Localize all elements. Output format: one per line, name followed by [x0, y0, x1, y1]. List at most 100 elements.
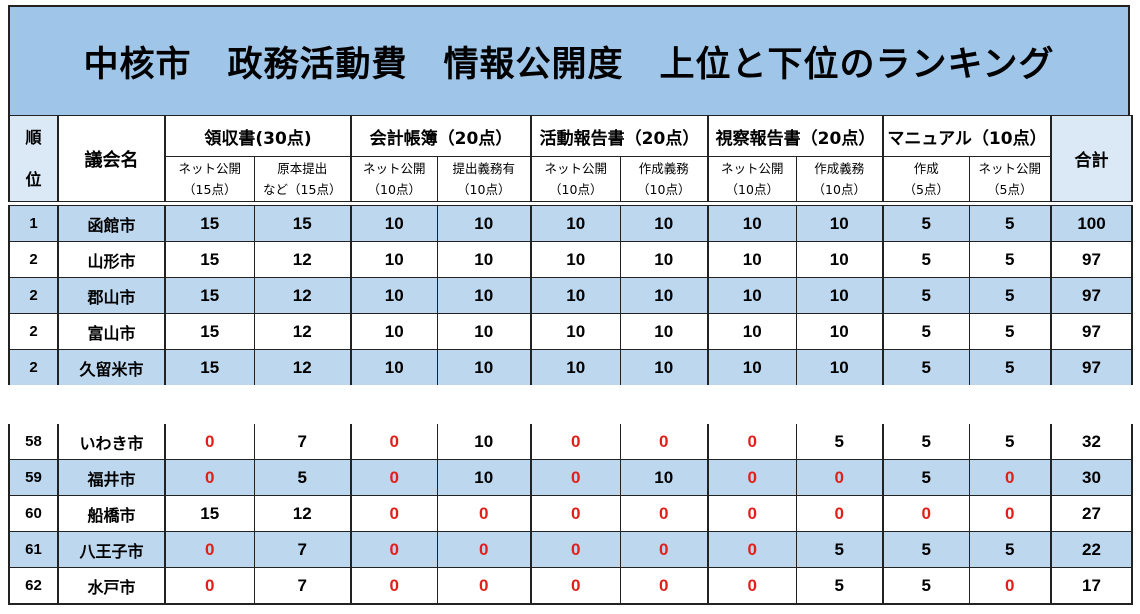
score-cell: 0 [882, 495, 970, 532]
score-cell: 5 [882, 277, 970, 314]
table-row: 59 福井市 0 5 0 10 0 10 0 0 5 0 30 [8, 459, 1133, 496]
table-row: 62 水戸市 0 7 0 0 0 0 0 5 5 0 17 [8, 567, 1133, 605]
score-cell: 0 [530, 459, 621, 496]
subheader-line2: （5点） [987, 182, 1033, 197]
score-cell: 0 [350, 424, 438, 460]
score-cell: 5 [968, 205, 1052, 242]
score-cell: 5 [253, 459, 352, 496]
council-name-cell: 久留米市 [57, 349, 166, 385]
score-cell: 5 [882, 313, 970, 350]
subheader: 作成義務 （10点） [619, 156, 709, 202]
score-cell: 7 [253, 531, 352, 568]
score-cell: 10 [350, 277, 438, 314]
council-name-cell: 水戸市 [57, 567, 166, 605]
score-cell: 10 [530, 241, 621, 278]
score-cell: 10 [530, 313, 621, 350]
score-cell: 0 [795, 495, 884, 532]
subheader-line2: （5点） [903, 182, 949, 197]
score-cell: 0 [707, 531, 797, 568]
page-title: 中核市 政務活動費 情報公開度 上位と下位のランキング [83, 44, 1055, 85]
subheader: 作成 （5点） [882, 156, 970, 202]
council-name-cell: 船橋市 [57, 495, 166, 532]
score-cell: 7 [253, 424, 352, 460]
score-cell: 0 [707, 495, 797, 532]
score-cell: 10 [795, 349, 884, 385]
score-cell: 15 [164, 241, 255, 278]
score-cell: 7 [253, 567, 352, 605]
score-cell: 0 [619, 567, 709, 605]
score-cell: 0 [350, 567, 438, 605]
score-cell: 0 [530, 567, 621, 605]
rank-header: 順 位 [8, 115, 59, 202]
score-cell: 12 [253, 277, 352, 314]
score-cell: 10 [707, 205, 797, 242]
score-cell: 10 [619, 205, 709, 242]
subheader-line2: （10点） [367, 182, 421, 197]
score-cell: 0 [619, 495, 709, 532]
subheader-line1: 提出義務有 [452, 161, 515, 176]
rank-cell: 60 [8, 495, 59, 532]
rank-header-bottom: 位 [25, 169, 42, 189]
score-cell: 5 [968, 531, 1052, 568]
score-cell: 0 [530, 531, 621, 568]
rank-cell: 62 [8, 567, 59, 605]
score-cell: 5 [882, 459, 970, 496]
subheader: ネット公開 （5点） [968, 156, 1052, 202]
table-row: 1 函館市 15 15 10 10 10 10 10 10 5 5 100 [8, 205, 1133, 242]
score-cell: 10 [707, 277, 797, 314]
ranking-header: 順 位 議会名 領収書(30点) 会計帳簿（20点） 活動報告書（20点） 視察… [8, 115, 1133, 202]
score-cell: 0 [707, 424, 797, 460]
group-header-inspection-report: 視察報告書（20点） [707, 115, 884, 157]
score-cell: 5 [795, 531, 884, 568]
score-cell: 0 [350, 495, 438, 532]
subheader-line1: ネット公開 [544, 161, 607, 176]
score-cell: 10 [795, 277, 884, 314]
council-name-cell: 八王子市 [57, 531, 166, 568]
score-cell: 0 [619, 531, 709, 568]
rank-cell: 1 [8, 205, 59, 242]
score-cell: 10 [436, 313, 532, 350]
score-cell: 0 [968, 459, 1052, 496]
rank-cell: 2 [8, 349, 59, 385]
score-cell: 0 [530, 424, 621, 460]
score-cell: 0 [707, 567, 797, 605]
score-cell: 10 [530, 277, 621, 314]
score-cell: 5 [968, 424, 1052, 460]
subheader-line1: 作成 [913, 161, 939, 176]
subheader-line2: （10点） [725, 182, 779, 197]
subheader: 提出義務有 （10点） [436, 156, 532, 202]
score-cell: 10 [619, 349, 709, 385]
score-cell: 10 [795, 313, 884, 350]
council-name-cell: 富山市 [57, 313, 166, 350]
score-cell: 0 [968, 567, 1052, 605]
score-cell: 0 [164, 424, 255, 460]
total-cell: 97 [1050, 277, 1133, 314]
score-cell: 0 [530, 495, 621, 532]
score-cell: 5 [882, 241, 970, 278]
council-name-cell: 山形市 [57, 241, 166, 278]
subheader-line1: 原本提出 [277, 161, 328, 176]
score-cell: 10 [530, 349, 621, 385]
score-cell: 12 [253, 349, 352, 385]
score-cell: 10 [707, 313, 797, 350]
table-row: 2 久留米市 15 12 10 10 10 10 10 10 5 5 97 [8, 349, 1133, 385]
score-cell: 5 [968, 349, 1052, 385]
score-cell: 10 [707, 241, 797, 278]
subheader-line1: ネット公開 [362, 161, 426, 176]
score-cell: 5 [882, 205, 970, 242]
score-cell: 10 [350, 349, 438, 385]
subheader-line2: （10点） [637, 182, 691, 197]
table-row: 61 八王子市 0 7 0 0 0 0 0 5 5 5 22 [8, 531, 1133, 568]
score-cell: 5 [882, 567, 970, 605]
council-name-cell: 函館市 [57, 205, 166, 242]
score-cell: 0 [164, 459, 255, 496]
score-cell: 5 [882, 349, 970, 385]
total-cell: 97 [1050, 349, 1133, 385]
score-cell: 10 [707, 349, 797, 385]
score-cell: 12 [253, 241, 352, 278]
score-cell: 10 [436, 277, 532, 314]
rank-cell: 2 [8, 277, 59, 314]
score-cell: 0 [795, 459, 884, 496]
subheader-line1: ネット公開 [720, 161, 784, 176]
score-cell: 0 [436, 567, 532, 605]
